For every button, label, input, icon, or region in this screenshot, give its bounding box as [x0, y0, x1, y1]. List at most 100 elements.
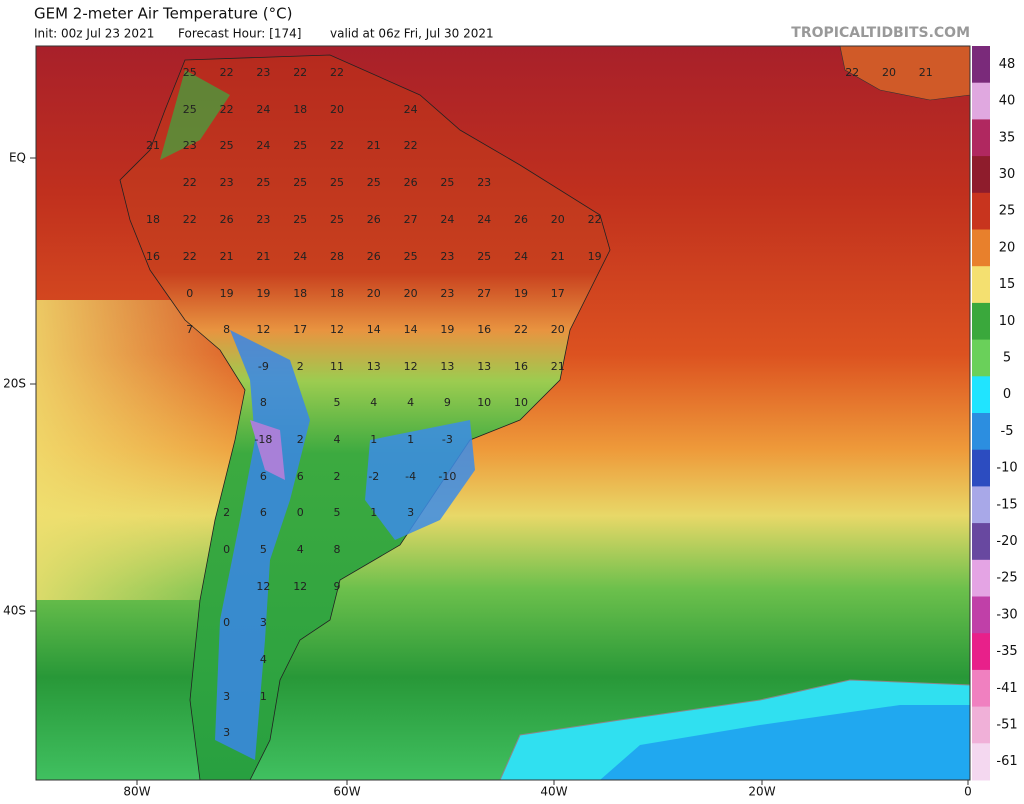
- colorbar-segment: [972, 376, 990, 414]
- temperature-label: 21: [256, 250, 270, 263]
- temperature-label: 2: [334, 470, 341, 483]
- temperature-label: 10: [514, 396, 528, 409]
- colorbar-label: 5: [1003, 350, 1011, 365]
- colorbar-segment: [972, 413, 990, 451]
- temperature-label: 1: [370, 506, 377, 519]
- temperature-label: 23: [477, 176, 491, 189]
- temperature-label: 24: [256, 139, 270, 152]
- temperature-label: 16: [146, 250, 160, 263]
- temperature-label: 18: [293, 103, 307, 116]
- colorbar-label: -25: [996, 571, 1017, 586]
- lat-label: 20S: [3, 377, 26, 391]
- temperature-label: 8: [223, 323, 230, 336]
- temperature-label: 0: [186, 287, 193, 300]
- temperature-label: 25: [330, 213, 344, 226]
- temperature-label: 17: [551, 287, 565, 300]
- temperature-label: 5: [334, 396, 341, 409]
- temperature-label: 22: [183, 213, 197, 226]
- colorbar-segment: [972, 229, 990, 267]
- temperature-label: 4: [260, 653, 267, 666]
- temperature-label: 18: [146, 213, 160, 226]
- valid: valid at 06z Fri, Jul 30 2021: [330, 27, 494, 41]
- temperature-label: 25: [330, 176, 344, 189]
- colorbar-segment: [972, 669, 990, 708]
- temperature-label: 16: [514, 360, 528, 373]
- temperature-label: 1: [407, 433, 414, 446]
- temperature-label: 3: [407, 506, 414, 519]
- colorbar-label: -20: [996, 534, 1017, 549]
- colorbar-label: 15: [999, 277, 1016, 292]
- temperature-label: 8: [334, 543, 341, 556]
- temperature-label: 13: [367, 360, 381, 373]
- temperature-label: 21: [551, 250, 565, 263]
- temperature-label: 27: [477, 287, 491, 300]
- temperature-label: -2: [368, 470, 379, 483]
- antarctic-cold-core: [600, 705, 970, 780]
- colorbar-segment: [972, 706, 990, 744]
- temperature-label: 21: [367, 139, 381, 152]
- temperature-label: 22: [293, 66, 307, 79]
- colorbar-label: -35: [996, 644, 1017, 659]
- temperature-label: 22: [330, 66, 344, 79]
- colorbar-label: 0: [1003, 387, 1011, 402]
- temperature-label: 0: [223, 543, 230, 556]
- temperature-label: 3: [223, 726, 230, 739]
- temperature-label: -3: [442, 433, 453, 446]
- temperature-label: 12: [330, 323, 344, 336]
- colorbar-label: -10: [996, 461, 1017, 476]
- temperature-label: 16: [477, 323, 491, 336]
- temperature-label: 22: [588, 213, 602, 226]
- temperature-label: 19: [440, 323, 454, 336]
- temperature-label: 7: [186, 323, 193, 336]
- colorbar: 48 40 35 30 25 20 15 10 5 0 -5 -10 -15 -20 -25 -30 -35 -4…: [972, 46, 1018, 781]
- temperature-label: 25: [256, 176, 270, 189]
- temperature-label: -10: [438, 470, 456, 483]
- temperature-label: 22: [220, 66, 234, 79]
- temperature-label: 20: [367, 287, 381, 300]
- temperature-label: 9: [334, 580, 341, 593]
- colorbar-label: 20: [999, 240, 1016, 255]
- temperature-label: 12: [256, 580, 270, 593]
- colorbar-segment: [972, 743, 990, 781]
- temperature-label: 13: [440, 360, 454, 373]
- temperature-label: 23: [256, 213, 270, 226]
- temperature-label: 24: [256, 103, 270, 116]
- temperature-label: -4: [405, 470, 416, 483]
- temperature-label: 2: [297, 360, 304, 373]
- colorbar-label: 30: [999, 167, 1016, 182]
- colorbar-label: 48: [999, 57, 1016, 72]
- temperature-label: -9: [258, 360, 269, 373]
- temperature-label: 26: [367, 213, 381, 226]
- temperature-label: 5: [260, 543, 267, 556]
- temperature-label: 9: [444, 396, 451, 409]
- lon-label: 20W: [748, 785, 775, 799]
- temperature-label: 25: [183, 66, 197, 79]
- temperature-label: 22: [220, 103, 234, 116]
- temperature-label: 2: [297, 433, 304, 446]
- temperature-label: 25: [220, 139, 234, 152]
- temperature-label: 24: [404, 103, 418, 116]
- andes-cold: [215, 330, 310, 760]
- temperature-label: 25: [440, 176, 454, 189]
- temperature-label: 25: [293, 139, 307, 152]
- temperature-label: 14: [367, 323, 381, 336]
- temperature-label: 17: [293, 323, 307, 336]
- temperature-label: 22: [845, 66, 859, 79]
- forecast: Forecast Hour: [174]: [178, 27, 301, 41]
- temperature-label: 8: [260, 396, 267, 409]
- temperature-label: 27: [404, 213, 418, 226]
- temperature-label: 3: [223, 690, 230, 703]
- temperature-label: 21: [146, 139, 160, 152]
- temperature-label: 18: [330, 287, 344, 300]
- lon-label: 0: [964, 785, 972, 799]
- colorbar-segment: [972, 633, 990, 671]
- init: Init: 00z Jul 23 2021: [34, 27, 154, 41]
- temperature-label: 24: [477, 213, 491, 226]
- temperature-label: 23: [440, 287, 454, 300]
- colorbar-label: 10: [999, 314, 1016, 329]
- colorbar-label: -51: [996, 717, 1017, 732]
- site: TROPICALTIDBITS.COM: [791, 25, 970, 41]
- temperature-label: 26: [220, 213, 234, 226]
